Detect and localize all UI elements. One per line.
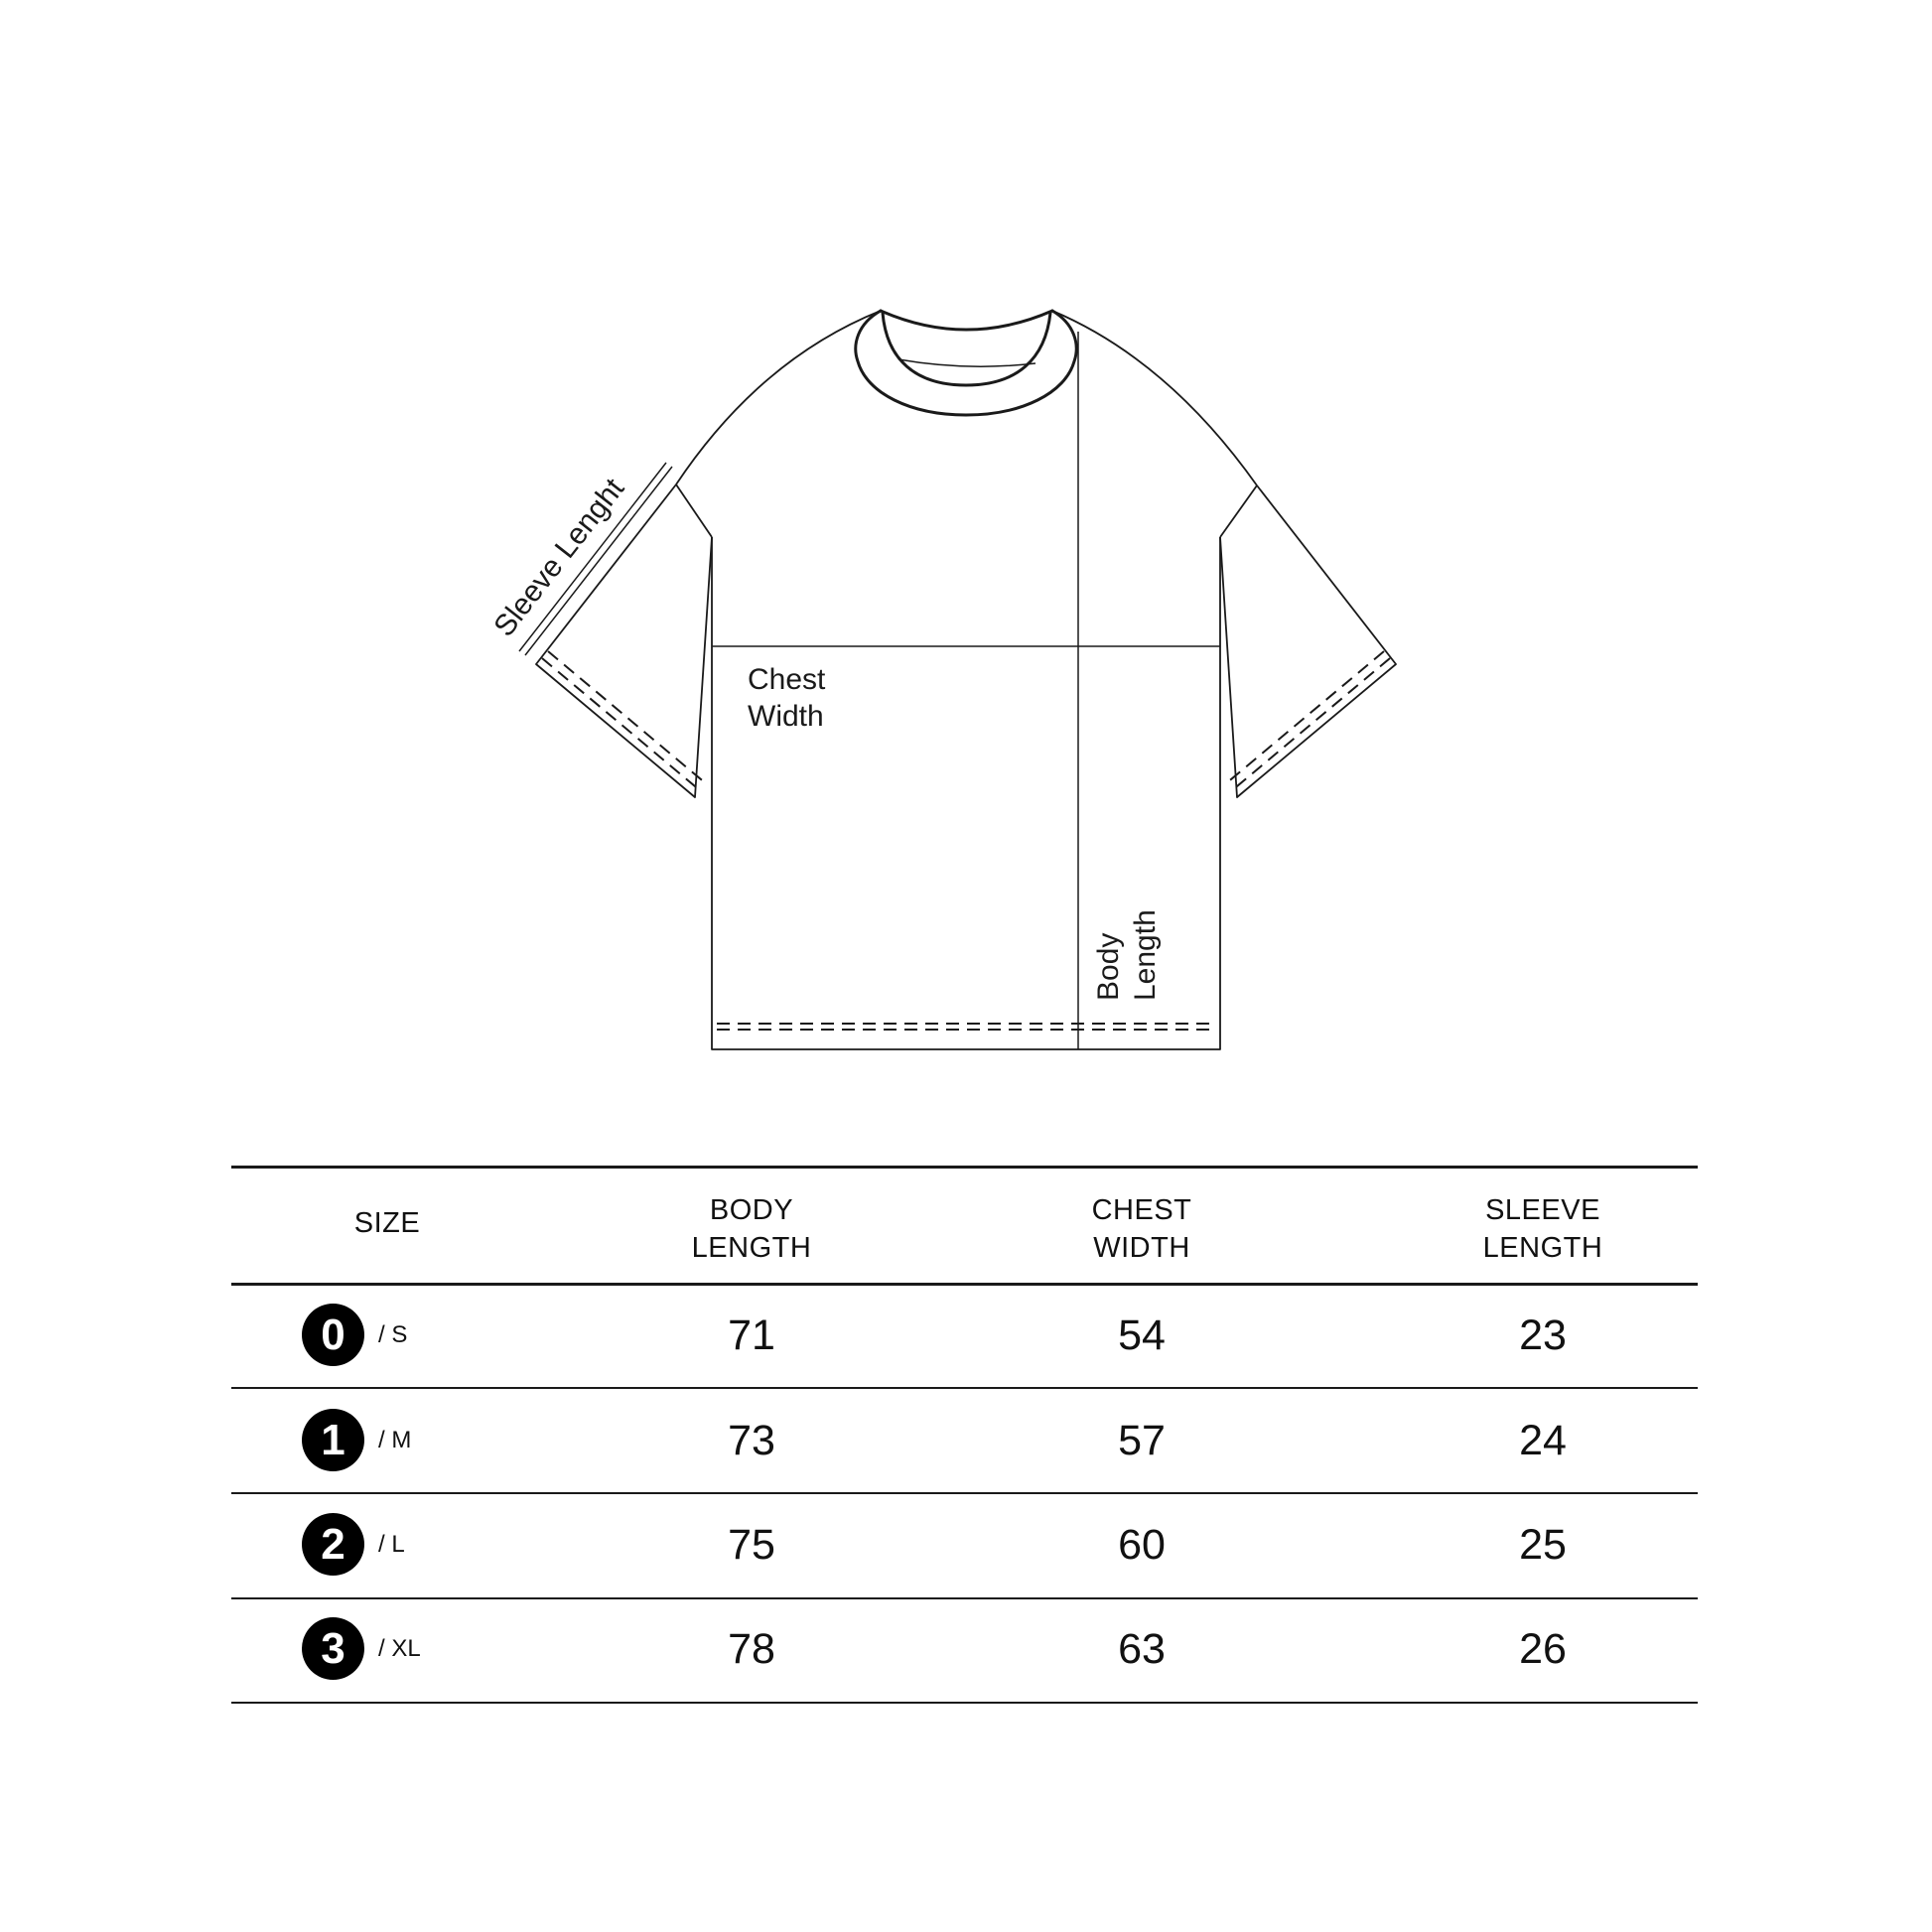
left-shoulder-line — [675, 310, 882, 485]
sleeve-length-value: 26 — [1519, 1625, 1567, 1673]
header-body-length-line2: LENGTH — [691, 1232, 812, 1264]
chest-width-value: 57 — [1118, 1417, 1166, 1464]
back-collar-seam-line — [897, 358, 1036, 367]
size-letter-s: / S — [378, 1321, 408, 1348]
table-row-separator-1 — [231, 1387, 1698, 1389]
size-letter-xl: / XL — [378, 1635, 421, 1662]
table-bottom-border — [231, 1702, 1698, 1704]
right-sleeve-outline — [1219, 484, 1397, 798]
body-length-value: 71 — [728, 1311, 775, 1359]
header-sleeve-length-line1: SLEEVE — [1485, 1194, 1600, 1226]
body-length-label-line1: Body — [1092, 932, 1125, 1001]
size-letter-m: / M — [378, 1427, 412, 1453]
sleeve-length-value: 24 — [1519, 1417, 1567, 1464]
header-size: SIZE — [353, 1207, 421, 1239]
size-badge-2: 2 — [302, 1513, 364, 1576]
sleeve-length-measure-line-inner — [518, 462, 667, 652]
left-sleeve-outline — [535, 483, 713, 798]
left-armhole-seam — [675, 483, 713, 538]
body-length-label-line2: Length — [1129, 909, 1162, 1001]
left-sleeve-hem-stitch-1 — [541, 657, 702, 792]
inner-collar-arc — [881, 311, 1052, 387]
size-badge-1: 1 — [302, 1409, 364, 1471]
chest-width-label: Chest Width — [748, 661, 825, 735]
header-body-length: BODY LENGTH — [652, 1191, 851, 1267]
chest-width-value: 63 — [1118, 1625, 1166, 1673]
sleeve-length-value: 23 — [1519, 1311, 1567, 1359]
header-sleeve-length-line2: LENGTH — [1482, 1232, 1603, 1264]
collar — [854, 309, 1078, 417]
table-header-underline — [231, 1283, 1698, 1286]
body-length-label: Body Length — [1090, 909, 1164, 1001]
body-length-value: 78 — [728, 1625, 775, 1673]
chest-width-value: 60 — [1118, 1521, 1166, 1569]
left-sleeve-hem-stitch-2 — [547, 650, 708, 785]
table-row-separator-3 — [231, 1597, 1698, 1599]
right-sleeve-hem-stitch-2 — [1224, 650, 1385, 785]
right-sleeve-hem-stitch-1 — [1230, 657, 1391, 792]
body-outline — [711, 537, 1221, 1050]
outer-collar-arc — [854, 309, 1078, 417]
chest-width-label-line2: Width — [748, 700, 824, 733]
table-row-separator-2 — [231, 1492, 1698, 1494]
header-sleeve-length: SLEEVE LENGTH — [1444, 1191, 1642, 1267]
size-badge-3: 3 — [302, 1617, 364, 1680]
header-chest-width-line1: CHEST — [1091, 1194, 1192, 1226]
body-length-value: 75 — [728, 1521, 775, 1569]
size-letter-l: / L — [378, 1531, 405, 1558]
sleeve-length-measure-line-outer — [524, 466, 673, 656]
header-body-length-line1: BODY — [709, 1194, 794, 1226]
sleeve-length-value: 25 — [1519, 1521, 1567, 1569]
chest-width-value: 54 — [1118, 1311, 1166, 1359]
tshirt-outline — [535, 310, 1397, 1050]
header-chest-width-line2: WIDTH — [1093, 1232, 1190, 1264]
right-armhole-seam — [1219, 484, 1258, 538]
measurement-lines — [518, 332, 1220, 1049]
table-top-border — [231, 1166, 1698, 1169]
chest-width-label-line1: Chest — [748, 663, 826, 696]
body-length-value: 73 — [728, 1417, 775, 1464]
right-shoulder-line — [1051, 310, 1258, 486]
size-badge-0: 0 — [302, 1304, 364, 1366]
hem-stitching — [541, 650, 1391, 1031]
back-neck-arc — [879, 309, 1054, 332]
header-chest-width: CHEST WIDTH — [1042, 1191, 1241, 1267]
